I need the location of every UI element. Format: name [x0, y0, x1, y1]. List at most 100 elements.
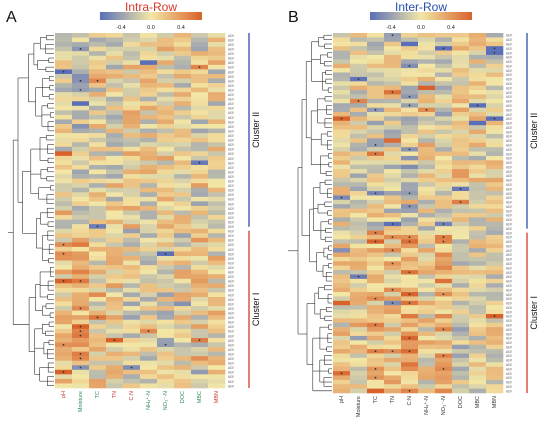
heatmap-cell: [191, 328, 209, 334]
heatmap-cell: [367, 252, 385, 258]
heatmap-cell: [106, 128, 124, 134]
heatmap-cell: [191, 369, 209, 375]
heatmap-cell: [89, 155, 107, 161]
heatmap-cell: [140, 260, 158, 266]
heatmap-cell: [401, 50, 419, 56]
heatmap-cell: [191, 292, 209, 298]
row-label: ASV: [506, 135, 512, 139]
heatmap-cell: [55, 219, 73, 225]
heatmap-cell: [72, 242, 90, 248]
heatmap-cell: [418, 318, 436, 324]
heatmap-cell: [469, 98, 487, 104]
heatmap-cell: [435, 37, 453, 43]
heatmap-cell: [191, 324, 209, 330]
heatmap-cell: [350, 296, 368, 302]
heatmap-cell: [350, 335, 368, 341]
significance-marker: [374, 324, 377, 326]
heatmap-cell: [208, 383, 226, 389]
heatmap-cell: [401, 371, 419, 376]
heatmap-cell: [157, 128, 175, 134]
heatmap-cell: [401, 85, 419, 91]
heatmap-cell: [469, 366, 487, 372]
heatmap-cell: [123, 374, 141, 380]
heatmap-cell: [469, 335, 487, 341]
heatmap-cell: [469, 300, 487, 306]
heatmap-cell: [157, 278, 175, 284]
heatmap-cell: [367, 186, 385, 192]
heatmap-cell: [140, 151, 158, 157]
heatmap-cell: [486, 357, 504, 363]
heatmap-cell: [418, 362, 436, 367]
heatmap-cell: [106, 96, 124, 102]
heatmap-cell: [367, 327, 385, 332]
heatmap-cell: [123, 64, 141, 70]
heatmap-cell: [418, 226, 436, 231]
heatmap-cell: [452, 362, 470, 367]
row-label: ASV: [506, 148, 512, 152]
heatmap-cell: [123, 328, 141, 334]
row-label: ASV: [228, 152, 234, 156]
row-label: ASV: [506, 174, 512, 178]
heatmap-cell: [72, 142, 90, 148]
heatmap-cell: [106, 124, 124, 129]
heatmap-cell: [367, 50, 385, 56]
heatmap-cell: [418, 331, 436, 337]
heatmap-cell: [333, 384, 351, 389]
heatmap-cell: [140, 73, 158, 79]
heatmap-cell: [367, 353, 385, 359]
heatmap-cell: [208, 215, 226, 220]
heatmap-cell: [208, 146, 226, 152]
heatmap-cell: [140, 306, 158, 311]
heatmap-cell: [89, 337, 107, 343]
significance-marker: [79, 307, 82, 310]
heatmap-cell: [384, 169, 402, 174]
heatmap-cell: [401, 155, 419, 161]
heatmap-cell: [123, 296, 141, 302]
heatmap-cell: [72, 174, 90, 179]
heatmap-cell: [208, 160, 226, 166]
heatmap-cell: [123, 110, 141, 116]
significance-marker: [62, 343, 65, 346]
heatmap-cell: [367, 116, 385, 122]
heatmap-cell: [191, 356, 209, 361]
heatmap-cell: [140, 96, 158, 102]
heatmap-cell: [435, 357, 453, 363]
heatmap-cell: [89, 128, 107, 134]
row-label: ASV: [506, 126, 512, 130]
heatmap-cell: [72, 296, 90, 302]
heatmap-cell: [140, 183, 158, 189]
heatmap-cell: [55, 328, 73, 334]
row-label: ASV: [228, 289, 234, 293]
heatmap-cell: [418, 33, 436, 38]
heatmap-cell: [418, 41, 436, 47]
heatmap-cell: [384, 292, 402, 297]
heatmap-cell: [367, 169, 385, 174]
significance-marker: [62, 252, 65, 255]
heatmap-cell: [89, 351, 107, 357]
heatmap-cell: [89, 260, 107, 266]
heatmap-cell: [401, 81, 419, 86]
heatmap-cell: [140, 369, 158, 375]
heatmap-cell: [55, 205, 73, 211]
heatmap-cell: [208, 33, 226, 38]
row-label: ASV: [228, 325, 234, 329]
heatmap-cell: [123, 60, 141, 66]
heatmap-cell: [72, 210, 90, 216]
heatmap-cell: [401, 76, 419, 82]
heatmap-cell: [89, 356, 107, 361]
heatmap-cell: [401, 379, 419, 385]
significance-marker: [476, 104, 479, 107]
heatmap-cell: [435, 379, 453, 385]
heatmap-cell: [384, 195, 402, 201]
heatmap-cell: [174, 133, 192, 138]
heatmap-cell: [89, 287, 107, 293]
heatmap-cell: [469, 41, 487, 47]
heatmap-cell: [106, 33, 124, 38]
row-label: ASV: [228, 257, 234, 261]
heatmap-cell: [435, 371, 453, 376]
heatmap-cell: [208, 242, 226, 248]
heatmap-cell: [123, 205, 141, 211]
heatmap-cell: [72, 201, 90, 207]
heatmap-cell: [174, 196, 192, 202]
heatmap-cell: [174, 260, 192, 266]
